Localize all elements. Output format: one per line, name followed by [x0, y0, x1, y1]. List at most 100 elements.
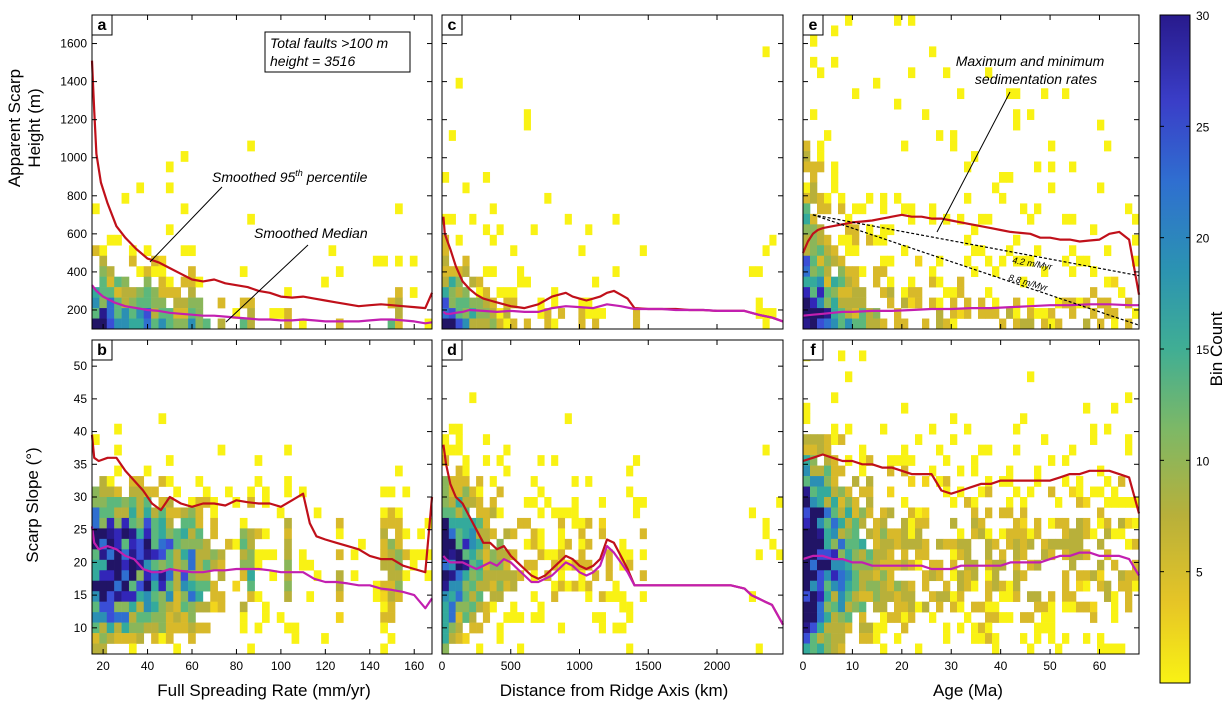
heatmap-cell: [455, 549, 463, 561]
heatmap-cell: [510, 318, 518, 330]
heatmap-cell: [1104, 308, 1112, 319]
heatmap-cell: [803, 434, 811, 445]
heatmap-cell: [1083, 517, 1091, 529]
heatmap-cell: [151, 528, 159, 540]
heatmap-cell: [158, 255, 167, 267]
heatmap-cell: [999, 192, 1007, 204]
heatmap-cell: [845, 538, 853, 550]
heatmap-cell: [803, 580, 811, 592]
heatmap-cell: [195, 497, 204, 508]
heatmap-cell: [901, 318, 909, 330]
heatmap-cell: [873, 570, 881, 582]
heatmap-cell: [1020, 612, 1028, 623]
heatmap-cell: [1020, 633, 1028, 644]
heatmap-cell: [831, 538, 839, 550]
heatmap-cell: [901, 245, 909, 257]
heatmap-cell: [810, 549, 818, 561]
heatmap-cell: [639, 245, 647, 257]
heatmap-cell: [106, 517, 115, 529]
heatmap-cell: [1083, 570, 1091, 582]
heatmap-cell: [845, 308, 853, 319]
heatmap-cell: [523, 538, 531, 550]
heatmap-cell: [551, 591, 559, 602]
panel-label-d: d: [447, 342, 457, 359]
heatmap-cell: [455, 318, 463, 330]
heatmap-cell: [158, 413, 167, 425]
heatmap-cell: [210, 507, 218, 519]
heatmap-cell: [810, 591, 818, 602]
heatmap-cell: [496, 622, 504, 634]
heatmap-cell: [510, 601, 518, 613]
heatmap-cell: [845, 423, 853, 435]
heatmap-cell: [136, 549, 145, 561]
heatmap-cell: [866, 570, 874, 582]
heatmap-cell: [845, 549, 853, 561]
heatmap-cell: [605, 570, 613, 582]
heatmap-cell: [537, 528, 545, 540]
heatmap-cell: [462, 507, 470, 519]
heatmap-cell: [1055, 517, 1063, 529]
heatmap-cell: [1069, 538, 1077, 550]
y-tick-label: 800: [67, 189, 87, 203]
heatmap-cell: [482, 528, 491, 540]
heatmap-cell: [92, 612, 100, 623]
heatmap-cell: [824, 234, 832, 246]
heatmap-cell: [143, 297, 152, 309]
heatmap-cell: [901, 622, 909, 634]
heatmap-cell: [831, 434, 839, 445]
heatmap-cell: [232, 308, 241, 319]
heatmap-cell: [158, 538, 167, 550]
heatmap-cell: [462, 517, 470, 529]
heatmap-cell: [121, 591, 130, 602]
heatmap-cell: [448, 612, 456, 623]
heatmap-cell: [1104, 276, 1112, 288]
heatmap-cell: [803, 192, 811, 204]
heatmap-cell: [873, 591, 881, 602]
heatmap-cell: [866, 455, 874, 466]
heatmap-cell: [335, 517, 344, 529]
heatmap-cell: [817, 255, 825, 267]
heatmap-cell: [887, 297, 895, 309]
heatmap-cell: [971, 622, 979, 634]
xlabel-right: Age (Ma): [933, 681, 1003, 700]
heatmap-cell: [188, 570, 196, 582]
heatmap-cell: [810, 109, 818, 120]
heatmap-cell: [173, 580, 181, 592]
heatmap-cell: [831, 559, 839, 571]
heatmap-cell: [239, 318, 248, 330]
heatmap-cell: [859, 612, 867, 623]
heatmap-cell: [173, 507, 181, 519]
heatmap-cell: [1125, 444, 1133, 456]
heatmap-cell: [1013, 591, 1021, 602]
heatmap-cell: [585, 224, 593, 236]
heatmap-cell: [1118, 528, 1126, 540]
heatmap-cell: [106, 497, 115, 508]
heatmap-cell: [1027, 591, 1035, 602]
heatmap-cell: [195, 476, 204, 487]
heatmap-cell: [99, 622, 108, 634]
heatmap-cell: [99, 255, 108, 267]
heatmap-cell: [158, 528, 167, 540]
heatmap-cell: [1125, 591, 1133, 602]
heatmap-cell: [810, 486, 818, 498]
heatmap-cell: [469, 591, 477, 602]
heatmap-cell: [824, 559, 832, 571]
heatmap-cell: [957, 549, 965, 561]
heatmap-cell: [523, 559, 531, 571]
heatmap-cell: [489, 203, 497, 215]
heatmap-cell: [1076, 517, 1084, 529]
heatmap-cell: [165, 497, 174, 508]
p95-annotation: Smoothed 95th percentile: [212, 168, 368, 185]
heatmap-cell: [978, 245, 986, 257]
heatmap-cell: [1111, 318, 1119, 330]
heatmap-cell: [964, 538, 972, 550]
heatmap-cell: [298, 549, 307, 561]
heatmap-cell: [626, 643, 634, 655]
heatmap-cell: [387, 538, 396, 550]
heatmap-cell: [971, 224, 979, 236]
heatmap-cell: [469, 276, 477, 288]
heatmap-cell: [619, 601, 627, 613]
heatmap-cell: [1062, 213, 1070, 225]
heatmap-cell: [417, 528, 425, 540]
heatmap-cell: [901, 517, 909, 529]
